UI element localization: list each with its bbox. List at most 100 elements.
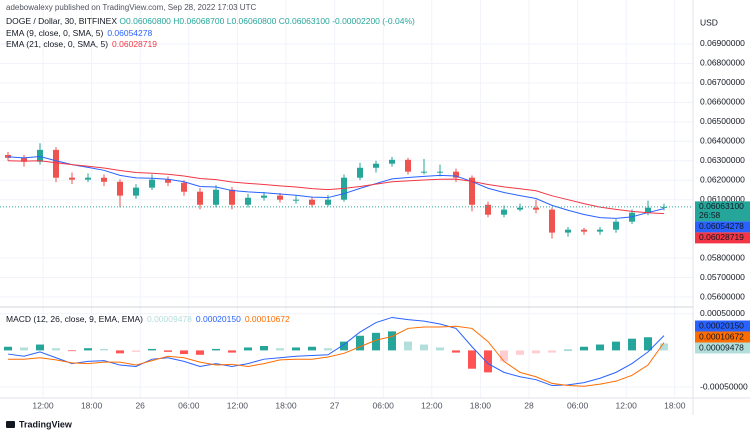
last-price-label: 0.06063100 xyxy=(699,201,744,211)
candle-body xyxy=(485,204,491,215)
grid xyxy=(0,0,693,398)
histogram-bar xyxy=(212,348,220,351)
histogram-bar xyxy=(564,349,572,351)
histogram-bar xyxy=(548,350,556,353)
y-tick-label: 0.05600000 xyxy=(700,291,745,301)
candle-body xyxy=(69,177,75,180)
histogram-bar xyxy=(644,337,652,351)
histogram-bar xyxy=(116,350,124,354)
brand: TradingView xyxy=(19,419,73,429)
histogram-bar xyxy=(420,344,428,351)
candle-body xyxy=(645,207,651,213)
histogram-bar xyxy=(228,350,236,353)
histogram-bar xyxy=(196,350,204,355)
candle-body xyxy=(85,177,91,180)
histogram-bar xyxy=(84,348,92,351)
histogram-bar xyxy=(4,346,12,351)
time-tick-label: 06:00 xyxy=(373,400,395,410)
time-tick-label: 26 xyxy=(135,400,145,410)
candle-body xyxy=(117,181,123,196)
candle-body xyxy=(165,179,171,183)
candle-body xyxy=(437,171,443,173)
histogram-bar xyxy=(260,346,268,351)
symbol-legend: DOGE / Dollar, 30, BITFINEX O0.06060800 … xyxy=(6,16,415,26)
histogram-bar xyxy=(500,350,508,362)
time-tick-label: 18:00 xyxy=(664,400,686,410)
y-tick-label: 0.06800000 xyxy=(700,58,745,68)
ohlc-change: -0.00002200 (-0.04%) xyxy=(332,16,415,26)
candle-body xyxy=(613,221,619,230)
candle-body xyxy=(293,199,299,201)
macd-value-label-box xyxy=(695,331,750,343)
histogram-bar xyxy=(436,347,444,351)
histogram-bar xyxy=(452,350,460,353)
candle-body xyxy=(357,167,363,178)
indicator-line xyxy=(7,160,665,215)
time-tick-label: 18:00 xyxy=(275,400,297,410)
y-tick-label: 0.06200000 xyxy=(700,174,745,184)
symbol: DOGE / Dollar, 30, BITFINEX xyxy=(6,16,117,26)
candle-body xyxy=(149,179,155,188)
macd-legend-hist: 0.00009478 xyxy=(147,314,192,324)
y-tick-label: 0.06100000 xyxy=(700,194,745,204)
plot-area xyxy=(0,143,693,387)
candle-body xyxy=(517,207,523,210)
candle-body xyxy=(213,189,219,205)
candle-body xyxy=(245,197,251,205)
y-tick-label: 0.06900000 xyxy=(700,38,745,48)
candle-body xyxy=(501,209,507,215)
candle-body xyxy=(389,159,395,164)
histogram-bar xyxy=(596,344,604,351)
candle-body xyxy=(325,199,331,205)
histogram-bar xyxy=(308,346,316,351)
indicator-line xyxy=(7,316,665,387)
ohlc-open: O0.06060800 xyxy=(119,16,171,26)
time-tick-label: 18:00 xyxy=(81,400,103,410)
histogram-bar xyxy=(340,341,348,351)
candle-body xyxy=(277,195,283,200)
footer: TradingView xyxy=(6,419,73,429)
candle-body xyxy=(197,191,203,205)
candle-body xyxy=(37,149,43,162)
candle-body xyxy=(469,177,475,205)
histogram-bar xyxy=(276,348,284,351)
histogram-bar xyxy=(516,350,524,355)
time-tick-label: 12:00 xyxy=(421,400,443,410)
candle-body xyxy=(533,207,539,210)
time-tick-label: 18:00 xyxy=(470,400,492,410)
ema-value-label-box xyxy=(695,221,750,233)
time-tick-label: 12:00 xyxy=(227,400,249,410)
y-tick-label: 0.06500000 xyxy=(700,116,745,126)
candle-body xyxy=(581,229,587,232)
histogram-bar xyxy=(52,348,60,351)
histogram-bar xyxy=(244,347,252,351)
y-tick-label: -0.00050000 xyxy=(700,381,748,391)
ema-value-label: 0.06054278 xyxy=(699,221,744,231)
overlay: 12:00 18:00 26 06:00 12:00 18:00 27 06:00 12:00 1… xyxy=(6,28,750,410)
ema-legend: EMA (9, close, 0, SMA, 5) 0.06054278 xyxy=(6,28,152,38)
ohlc-high: H0.06068700 xyxy=(173,16,224,26)
histogram-bar xyxy=(100,348,108,351)
ema-legend: EMA (21, close, 0, SMA, 5) 0.06028719 xyxy=(6,39,157,49)
ema-value-label: 0.06028719 xyxy=(699,232,744,242)
candle-body xyxy=(549,209,555,233)
time-tick-label: 27 xyxy=(330,400,340,410)
last-price-box xyxy=(695,201,750,222)
histogram-bar xyxy=(292,347,300,351)
candle-body xyxy=(597,229,603,232)
histogram-bar xyxy=(404,341,412,351)
macd-legend: MACD (12, 26, close, 9, EMA, EMA) 0.00009… xyxy=(6,314,290,324)
histogram-bar xyxy=(20,347,28,351)
ema-legend-value: 0.06054278 xyxy=(107,28,152,38)
histogram-bar xyxy=(148,348,156,351)
indicator-line xyxy=(8,325,665,387)
candle-body xyxy=(181,182,187,192)
ema-legend-name: EMA (9, close, 0, SMA, 5) xyxy=(6,28,103,38)
histogram-bar xyxy=(388,331,396,351)
ema-legend-name: EMA (21, close, 0, SMA, 5) xyxy=(6,39,108,49)
indicator-line xyxy=(7,155,665,219)
time-tick-label: 12:00 xyxy=(32,400,54,410)
y-tick-label: 0.06600000 xyxy=(700,97,745,107)
macd-value-label: 0.00010672 xyxy=(699,331,744,341)
